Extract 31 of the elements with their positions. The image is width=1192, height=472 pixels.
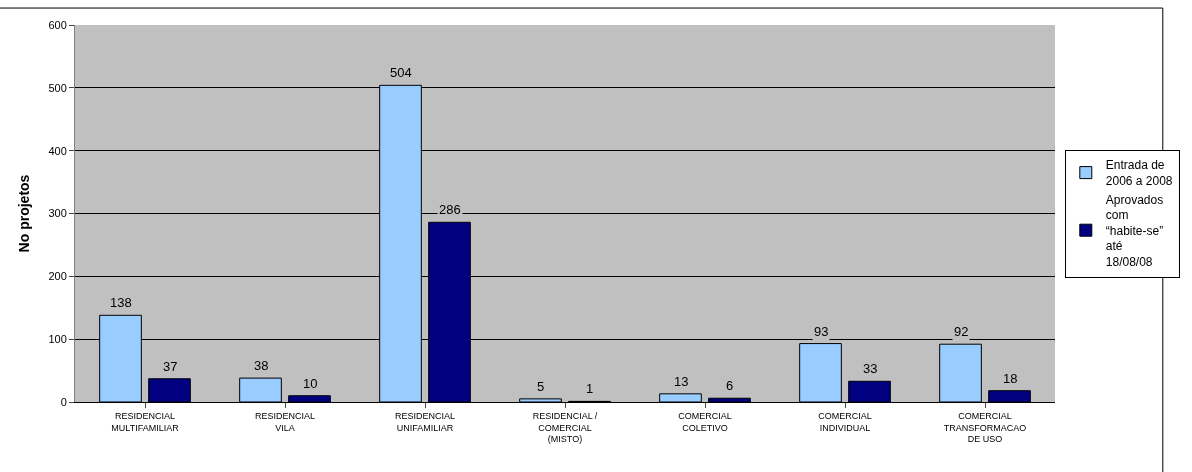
x-tick-label: COMERCIAL TRANSFORMACAO DE USO [943,410,1027,445]
data-label: 6 [726,378,734,393]
x-tick-label: COMERCIAL INDIVIDUAL [818,410,872,433]
y-tick-label: 300 [48,207,67,220]
y-tick-label: 100 [48,333,67,346]
data-label: 1 [586,381,594,396]
legend-label: Entrada de 2006 a 2008 [1105,158,1173,189]
y-tick-label: 400 [48,144,67,157]
data-label: 37 [163,359,178,374]
x-tick-label: RESIDENCIAL UNIFAMILIAR [394,410,456,433]
data-label: 286 [439,202,461,217]
data-label: 93 [814,324,829,339]
x-tick-label: RESIDENCIAL MULTIFAMILIAR [111,410,180,433]
y-tick-label: 500 [48,81,67,94]
x-tick-label: RESIDENCIAL / COMERCIAL (MISTO) [532,410,598,445]
data-label: 13 [674,374,689,389]
data-label: 10 [303,376,318,391]
data-label: 18 [1003,371,1018,386]
legend-label: Aprovados com “habite-se” até 18/08/08 [1105,192,1164,270]
data-label: 33 [863,361,878,376]
data-label: 504 [390,65,412,80]
x-tick-label: RESIDENCIAL VILA [254,410,316,433]
y-tick-label: 600 [48,18,67,31]
data-label: 38 [254,358,269,373]
data-label: 92 [954,324,969,339]
y-tick-label: 0 [60,395,67,408]
x-tick-label: COMERCIAL COLETIVO [678,410,732,433]
y-tick-label: 200 [48,270,67,283]
data-label: 5 [537,379,545,394]
data-label: 138 [110,295,132,310]
y-axis-title: No projetos [16,174,33,253]
